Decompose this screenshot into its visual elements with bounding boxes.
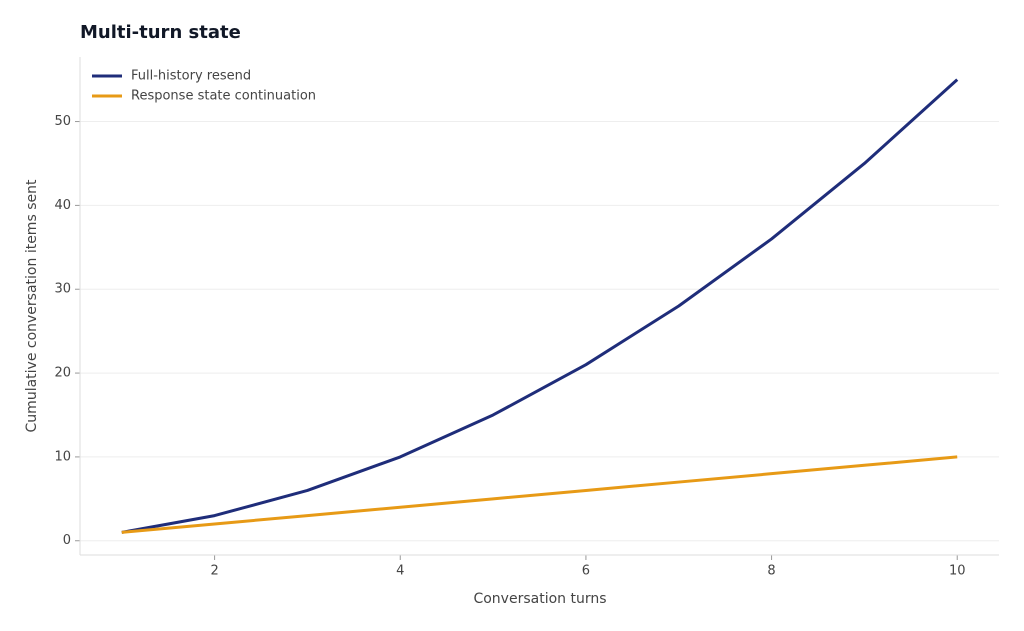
line-series [121,78,959,534]
x-tick-label: 8 [767,564,775,579]
y-tick-label: 50 [54,114,71,129]
x-axis-label: Conversation turns [473,591,606,607]
legend-label: Full-history resend [131,69,251,84]
line-series [121,455,958,534]
y-tick-label: 40 [54,198,71,213]
legend-label: Response state continuation [131,89,316,104]
chart-title: Multi-turn state [80,22,241,43]
x-tick-label: 2 [210,564,218,579]
x-tick-label: 6 [582,564,590,579]
y-tick-label: 20 [54,366,71,381]
y-tick-label: 0 [63,533,71,548]
y-tick-label: 10 [54,449,71,464]
x-tick-label: 10 [949,564,966,579]
y-axis-label: Cumulative conversation items sent [24,179,40,432]
x-tick-label: 4 [396,564,404,579]
y-tick-label: 30 [54,282,71,297]
